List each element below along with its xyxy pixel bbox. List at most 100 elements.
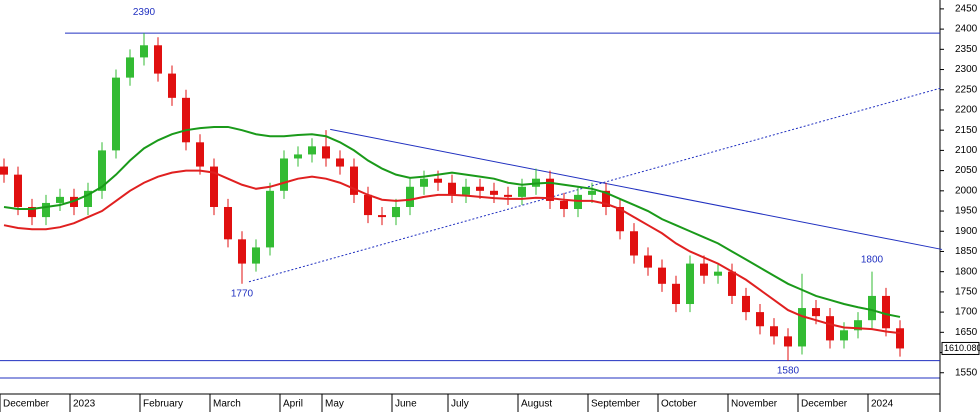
candle-body xyxy=(280,158,288,191)
candle-body xyxy=(504,194,512,197)
candle-body xyxy=(756,312,764,327)
candle-body xyxy=(882,295,890,329)
candle-body xyxy=(700,263,708,276)
candle-body xyxy=(266,190,274,248)
candle-body xyxy=(644,255,652,268)
y-tick-label: 2450 xyxy=(955,4,978,15)
x-tick-label: February xyxy=(143,399,183,410)
moving-average xyxy=(3,169,901,335)
candle-body xyxy=(490,190,498,195)
candle-body xyxy=(336,158,344,167)
y-tick-label: 1800 xyxy=(955,266,978,277)
candle-body xyxy=(14,174,22,207)
candle-body xyxy=(224,206,232,240)
x-tick-label: August xyxy=(521,399,552,410)
candle-body xyxy=(84,190,92,207)
y-tick-label: 1700 xyxy=(955,307,978,318)
candle-body xyxy=(168,73,176,98)
y-tick-label: 2400 xyxy=(955,24,978,35)
candle-body xyxy=(784,336,792,347)
candle-body xyxy=(812,308,820,317)
y-tick-label: 2150 xyxy=(955,125,978,136)
x-tick-label: 2023 xyxy=(73,399,96,410)
candle-body xyxy=(406,186,414,207)
x-tick-label: 2024 xyxy=(871,399,894,410)
candle-body xyxy=(518,186,526,197)
candle-body xyxy=(476,186,484,191)
annotation: 1770 xyxy=(231,288,254,299)
candle-body xyxy=(308,146,316,155)
y-tick-label: 1650 xyxy=(955,327,978,338)
price-tag xyxy=(941,341,980,355)
y-tick-label: 1550 xyxy=(955,367,978,378)
candle-body xyxy=(294,154,302,159)
x-tick-label: September xyxy=(591,399,641,410)
y-tick-label: 1900 xyxy=(955,226,978,237)
candle-body xyxy=(154,45,162,74)
x-tick-label: July xyxy=(451,399,469,410)
candle-body xyxy=(672,283,680,305)
candle-body xyxy=(686,263,694,305)
x-tick-label: April xyxy=(283,399,303,410)
y-tick-label: 2100 xyxy=(955,145,978,156)
annotation: 1580 xyxy=(777,365,800,376)
candle-body xyxy=(546,178,554,201)
x-tick-label: December xyxy=(3,399,50,410)
candle-body xyxy=(560,200,568,210)
candle-body xyxy=(238,239,246,264)
moving-average xyxy=(3,125,901,318)
candle-body xyxy=(182,97,190,143)
candle-body xyxy=(868,295,876,321)
candle-body xyxy=(462,186,470,195)
y-tick-label: 1850 xyxy=(955,246,978,257)
candle-body xyxy=(840,330,848,341)
y-tick-label: 2200 xyxy=(955,105,978,116)
candle-body xyxy=(630,231,638,256)
candle-body xyxy=(28,206,36,218)
candle-body xyxy=(854,320,862,331)
candle-body xyxy=(434,178,442,183)
candle-body xyxy=(56,196,64,203)
candle-body xyxy=(0,166,8,175)
y-tick-label: 1750 xyxy=(955,287,978,298)
annotation: 2390 xyxy=(133,7,156,18)
candle-body xyxy=(420,178,428,187)
candle-body xyxy=(896,328,904,349)
candle-body xyxy=(392,206,400,218)
candle-body xyxy=(658,267,666,284)
y-tick-label: 2000 xyxy=(955,185,978,196)
candle-body xyxy=(574,194,582,210)
candle-body xyxy=(364,194,372,216)
y-tick-label: 2300 xyxy=(955,64,978,75)
candle-body xyxy=(98,150,106,191)
candle-body xyxy=(588,190,596,195)
candle-body xyxy=(826,316,834,341)
candle-body xyxy=(448,182,456,195)
candle-body xyxy=(714,271,722,276)
price-tag-label: 1610.080 xyxy=(944,343,980,353)
candle-body xyxy=(42,202,50,218)
candle-body xyxy=(602,190,610,207)
candle-body xyxy=(322,146,330,159)
candle-body xyxy=(126,57,134,78)
candle-body xyxy=(728,271,736,296)
candle-body xyxy=(770,326,778,337)
candle-body xyxy=(252,247,260,264)
candle-body xyxy=(350,166,358,195)
x-tick-label: November xyxy=(731,399,778,410)
x-tick-label: December xyxy=(801,399,848,410)
candle-body xyxy=(196,142,204,167)
y-tick-label: 2350 xyxy=(955,44,978,55)
candle-body xyxy=(616,206,624,232)
candle-body xyxy=(798,308,806,347)
annotation: 1800 xyxy=(861,254,884,265)
candle-body xyxy=(140,45,148,58)
candle-body xyxy=(210,166,218,207)
x-tick-label: June xyxy=(395,399,417,410)
candle-body xyxy=(378,215,386,218)
candle-body xyxy=(742,295,750,313)
trend-line xyxy=(330,128,943,250)
x-tick-label: May xyxy=(325,399,344,410)
